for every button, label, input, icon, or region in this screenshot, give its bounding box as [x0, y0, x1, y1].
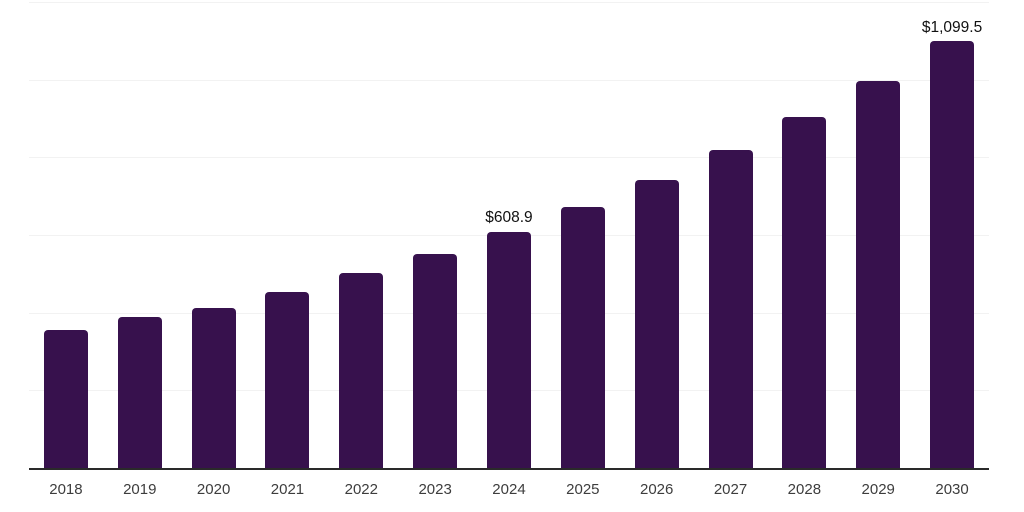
x-axis-label-2027: 2027: [713, 481, 748, 498]
x-axis-label-2018: 2018: [49, 481, 83, 498]
gridline-800: [29, 157, 989, 159]
bar-slot-2029: [841, 2, 915, 468]
bar-slot-2028: [767, 2, 841, 468]
bar-slot-2030: $1,099.5: [915, 2, 989, 468]
bar-slot-2025: [546, 2, 620, 468]
bar-2024[interactable]: [486, 231, 531, 468]
bar-2021[interactable]: [265, 291, 310, 468]
x-axis-label-2026: 2026: [639, 481, 674, 498]
x-axis-label-2024: 2024: [492, 481, 526, 498]
bar-2027[interactable]: [708, 150, 753, 468]
gridline-1200: [29, 2, 989, 3]
x-axis-label-2019: 2019: [123, 481, 157, 498]
x-axis: 2018 2019 2020 2021 2022 2023 2024 2025 2026 2027…: [29, 481, 989, 499]
bar-2023[interactable]: [413, 253, 458, 468]
x-axis-label-2029: 2029: [861, 481, 895, 498]
x-axis-label-2023: 2023: [418, 481, 452, 498]
bar-slot-2023: [398, 2, 472, 468]
bar-slot-2027: [694, 2, 768, 468]
x-axis-label-2022: 2022: [344, 481, 378, 498]
bar-slot-2022: [324, 2, 398, 468]
x-axis-label-2030: 2030: [935, 481, 969, 498]
x-axis-label-2020: 2020: [196, 481, 231, 498]
bar-value-label-2030: $1,099.5: [921, 18, 983, 36]
bar-slot-2024: $608.9: [472, 2, 546, 468]
x-axis-label-2025: 2025: [566, 481, 600, 498]
bar-2029[interactable]: [856, 81, 901, 468]
bar-2026[interactable]: [634, 180, 679, 468]
bar-slot-2020: [177, 2, 251, 468]
bar-2025[interactable]: [560, 207, 605, 468]
gridline-1000: [29, 79, 989, 81]
bar-value-label-2024: $608.9: [485, 209, 533, 227]
bar-slot-2021: [251, 2, 325, 468]
bars-container: $608.9 $1,099.5: [29, 2, 989, 468]
bar-slot-2019: [103, 2, 177, 468]
x-axis-label-2028: 2028: [787, 481, 822, 498]
x-axis-label-2021: 2021: [270, 481, 305, 498]
bar-2019[interactable]: [117, 317, 162, 468]
bar-2028[interactable]: [782, 117, 827, 468]
bar-2022[interactable]: [339, 272, 384, 468]
bar-2030[interactable]: [930, 41, 975, 468]
bar-slot-2026: [620, 2, 694, 468]
bar-2020[interactable]: [191, 308, 236, 468]
bar-slot-2018: [29, 2, 103, 468]
plot-area: $608.9 $1,099.5: [29, 2, 989, 470]
bar-2018[interactable]: [43, 330, 88, 468]
